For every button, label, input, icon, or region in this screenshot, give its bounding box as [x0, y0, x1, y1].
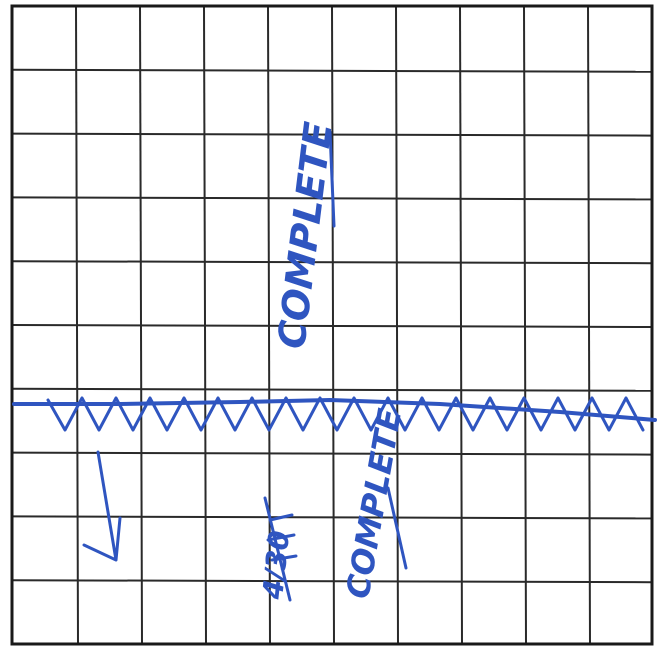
arrow-icon — [82, 450, 122, 562]
zigzag-mark — [46, 396, 645, 432]
vertical-stroke-lower — [386, 486, 408, 570]
grid-horizontal-line — [11, 132, 653, 137]
struck-mark: 4/30 — [256, 496, 298, 602]
grid-vertical-line — [459, 5, 463, 645]
vertical-stroke-upper — [328, 130, 336, 228]
grid-horizontal-line — [11, 451, 653, 456]
grid-vertical-line — [331, 5, 335, 645]
grid-border — [10, 4, 654, 646]
grid-lines — [11, 5, 653, 645]
grid-horizontal-line — [11, 324, 653, 328]
grid-vertical-line — [587, 5, 591, 645]
grid-horizontal-line — [11, 515, 653, 520]
grid-horizontal-line — [11, 387, 653, 392]
grid-horizontal-line — [11, 260, 653, 265]
grid-horizontal-line — [11, 68, 653, 73]
grid-vertical-line — [523, 5, 527, 645]
grid-horizontal-line — [11, 579, 653, 584]
